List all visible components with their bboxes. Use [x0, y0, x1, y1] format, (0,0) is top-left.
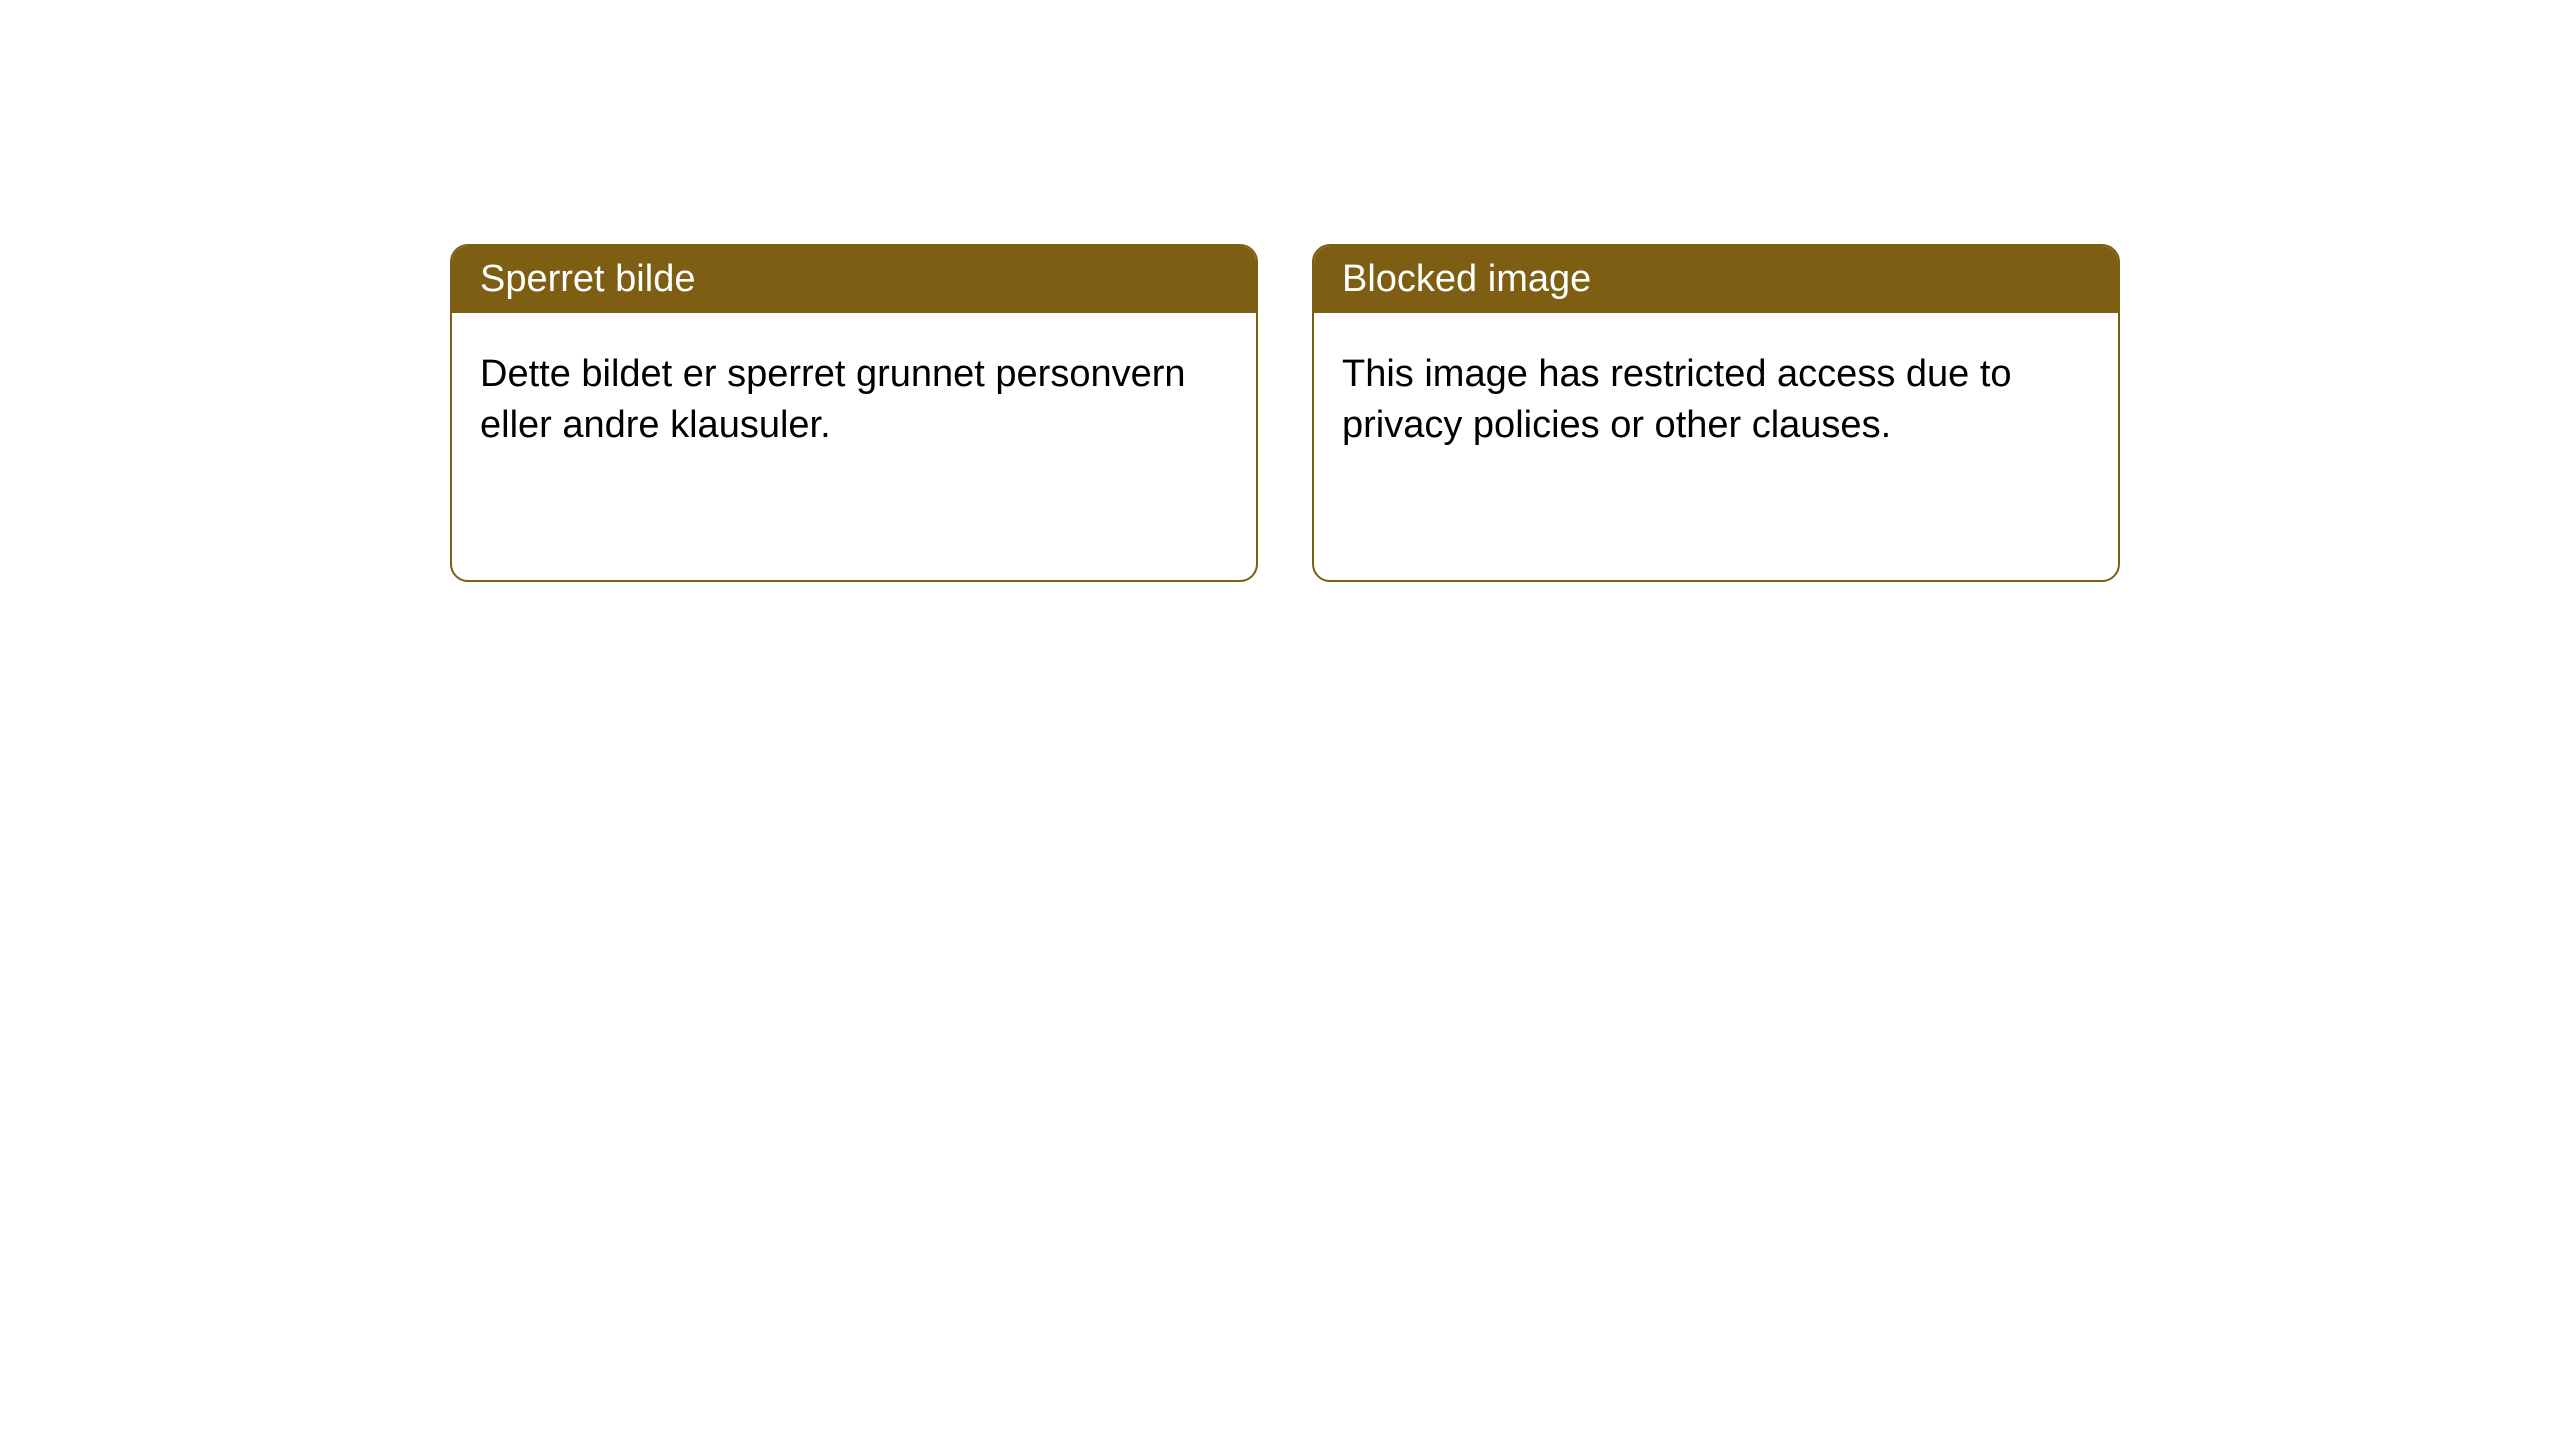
- card-message-english: This image has restricted access due to …: [1342, 353, 2012, 446]
- card-title-norwegian: Sperret bilde: [480, 258, 695, 300]
- card-body-english: This image has restricted access due to …: [1314, 313, 2118, 488]
- blocked-image-card-english: Blocked image This image has restricted …: [1312, 244, 2120, 582]
- card-header-english: Blocked image: [1314, 246, 2118, 313]
- blocked-image-card-norwegian: Sperret bilde Dette bildet er sperret gr…: [450, 244, 1258, 582]
- card-message-norwegian: Dette bildet er sperret grunnet personve…: [480, 353, 1186, 446]
- card-header-norwegian: Sperret bilde: [452, 246, 1256, 313]
- notice-cards-container: Sperret bilde Dette bildet er sperret gr…: [450, 244, 2120, 582]
- card-body-norwegian: Dette bildet er sperret grunnet personve…: [452, 313, 1256, 488]
- card-title-english: Blocked image: [1342, 258, 1591, 300]
